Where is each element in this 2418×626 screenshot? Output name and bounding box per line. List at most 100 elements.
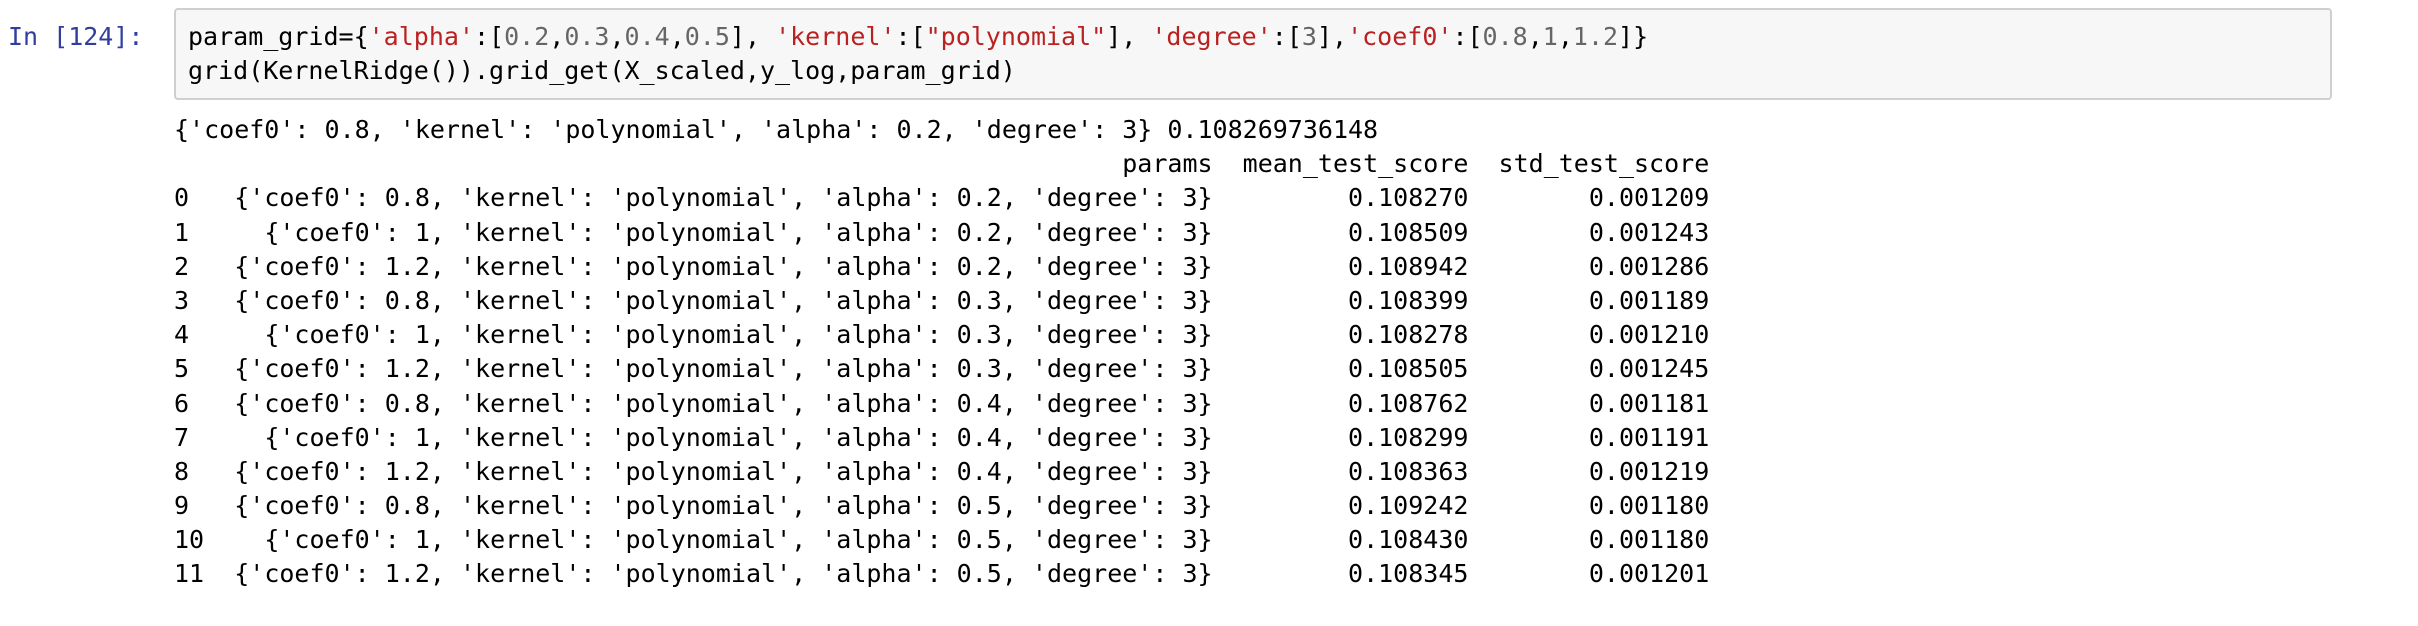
code-token: :[ [1452, 22, 1483, 51]
table-row: 6 {'coef0': 0.8, 'kernel': 'polynomial',… [174, 387, 1709, 421]
row-params: {'coef0': 1, 'kernel': 'polynomial', 'al… [234, 525, 1243, 555]
code-token: , [1557, 22, 1573, 51]
row-std-test-score: 0.001180 [1498, 491, 1710, 521]
code-number-token: 0.8 [1482, 22, 1528, 51]
row-mean-test-score: 0.108278 [1242, 320, 1499, 350]
table-row: 3 {'coef0': 0.8, 'kernel': 'polynomial',… [174, 284, 1709, 318]
code-token: param_grid={ [188, 22, 369, 51]
row-std-test-score: 0.001245 [1498, 354, 1710, 384]
code-token: , [609, 22, 625, 51]
table-row: 10 {'coef0': 1, 'kernel': 'polynomial', … [174, 523, 1709, 557]
row-std-test-score: 0.001191 [1498, 422, 1710, 452]
code-line-1: param_grid={'alpha':[0.2,0.3,0.4,0.5], '… [188, 22, 1648, 51]
best-params-line: {'coef0': 0.8, 'kernel': 'polynomial', '… [174, 115, 1379, 144]
header-mean-test-score: mean_test_score [1242, 149, 1469, 179]
row-index: 2 [174, 251, 235, 281]
table-row: 7 {'coef0': 1, 'kernel': 'polynomial', '… [174, 421, 1709, 455]
code-string-token: 'coef0' [1347, 22, 1453, 51]
table-row: 11 {'coef0': 1.2, 'kernel': 'polynomial'… [174, 557, 1709, 591]
row-std-test-score: 0.001210 [1498, 320, 1710, 350]
row-params: {'coef0': 1.2, 'kernel': 'polynomial', '… [234, 559, 1243, 589]
table-row: 1 {'coef0': 1, 'kernel': 'polynomial', '… [174, 216, 1709, 250]
table-row: 8 {'coef0': 1.2, 'kernel': 'polynomial',… [174, 455, 1709, 489]
code-line-2: grid(KernelRidge()).grid_get(X_scaled,y_… [188, 56, 1016, 85]
code-token: ], [729, 22, 776, 51]
row-index: 5 [174, 354, 235, 384]
input-prompt: In [124]: [8, 22, 144, 51]
code-string-token: 'alpha' [368, 22, 474, 51]
table-row: 0 {'coef0': 0.8, 'kernel': 'polynomial',… [174, 181, 1709, 215]
code-string-token: "polynomial" [925, 22, 1107, 51]
row-index: 8 [174, 456, 235, 486]
row-std-test-score: 0.001201 [1498, 559, 1710, 589]
row-mean-test-score: 0.108505 [1242, 354, 1499, 384]
table-row: 4 {'coef0': 1, 'kernel': 'polynomial', '… [174, 318, 1709, 352]
header-params: params [1122, 149, 1213, 179]
row-params: {'coef0': 0.8, 'kernel': 'polynomial', '… [234, 491, 1243, 521]
row-index: 11 [174, 559, 235, 589]
row-mean-test-score: 0.108509 [1242, 217, 1499, 247]
table-row: 5 {'coef0': 1.2, 'kernel': 'polynomial',… [174, 352, 1709, 386]
code-token: ], [1106, 22, 1152, 51]
code-string-token: 'degree' [1151, 22, 1272, 51]
table-header: params mean_test_score std_test_score [174, 147, 1709, 181]
cell-output: {'coef0': 0.8, 'kernel': 'polynomial', '… [174, 113, 1709, 592]
row-params: {'coef0': 0.8, 'kernel': 'polynomial', '… [234, 183, 1243, 213]
code-token: ]} [1618, 22, 1649, 51]
table-row: 9 {'coef0': 0.8, 'kernel': 'polynomial',… [174, 489, 1709, 523]
code-token: :[ [895, 22, 926, 51]
code-token: ], [1316, 22, 1348, 51]
row-index: 10 [174, 525, 235, 555]
row-params: {'coef0': 1, 'kernel': 'polynomial', 'al… [234, 320, 1243, 350]
code-input-area[interactable]: param_grid={'alpha':[0.2,0.3,0.4,0.5], '… [174, 8, 2332, 100]
row-std-test-score: 0.001181 [1498, 388, 1710, 418]
code-number-token: 0.3 [564, 22, 610, 51]
row-std-test-score: 0.001180 [1498, 525, 1710, 555]
row-mean-test-score: 0.108345 [1242, 559, 1499, 589]
row-mean-test-score: 0.108942 [1242, 251, 1499, 281]
header-std-test-score: std_test_score [1498, 149, 1710, 179]
row-mean-test-score: 0.108399 [1242, 285, 1499, 315]
row-mean-test-score: 0.108270 [1242, 183, 1499, 213]
row-params: {'coef0': 1, 'kernel': 'polynomial', 'al… [234, 422, 1243, 452]
row-mean-test-score: 0.108299 [1242, 422, 1499, 452]
row-params: {'coef0': 1.2, 'kernel': 'polynomial', '… [234, 251, 1243, 281]
code-number-token: 0.4 [624, 22, 670, 51]
code-number-token: 1 [1542, 22, 1558, 51]
code-token: , [669, 22, 685, 51]
code-number-token: 0.2 [504, 22, 550, 51]
row-index: 1 [174, 217, 235, 247]
row-mean-test-score: 0.108762 [1242, 388, 1499, 418]
row-std-test-score: 0.001286 [1498, 251, 1710, 281]
row-std-test-score: 0.001219 [1498, 456, 1710, 486]
row-std-test-score: 0.001189 [1498, 285, 1710, 315]
code-number-token: 3 [1301, 22, 1317, 51]
row-index: 0 [174, 183, 235, 213]
row-index: 4 [174, 320, 235, 350]
row-index: 7 [174, 422, 235, 452]
row-params: {'coef0': 0.8, 'kernel': 'polynomial', '… [234, 285, 1243, 315]
row-params: {'coef0': 1.2, 'kernel': 'polynomial', '… [234, 456, 1243, 486]
table-row: 2 {'coef0': 1.2, 'kernel': 'polynomial',… [174, 250, 1709, 284]
code-editor[interactable]: param_grid={'alpha':[0.2,0.3,0.4,0.5], '… [188, 20, 1648, 88]
row-std-test-score: 0.001243 [1498, 217, 1710, 247]
code-string-token: 'kernel' [775, 22, 896, 51]
row-index: 3 [174, 285, 235, 315]
row-params: {'coef0': 1, 'kernel': 'polynomial', 'al… [234, 217, 1243, 247]
row-params: {'coef0': 1.2, 'kernel': 'polynomial', '… [234, 354, 1243, 384]
code-number-token: 0.5 [684, 22, 730, 51]
code-number-token: 1.2 [1572, 22, 1619, 51]
row-index: 6 [174, 388, 235, 418]
row-mean-test-score: 0.109242 [1242, 491, 1499, 521]
row-params: {'coef0': 0.8, 'kernel': 'polynomial', '… [234, 388, 1243, 418]
row-std-test-score: 0.001209 [1498, 183, 1710, 213]
row-mean-test-score: 0.108363 [1242, 456, 1499, 486]
row-index: 9 [174, 491, 235, 521]
table-body: 0 {'coef0': 0.8, 'kernel': 'polynomial',… [174, 181, 1709, 591]
code-token: , [1527, 22, 1543, 51]
row-mean-test-score: 0.108430 [1242, 525, 1499, 555]
code-token: :[ [1271, 22, 1302, 51]
code-token: , [549, 22, 565, 51]
code-token: :[ [473, 22, 505, 51]
